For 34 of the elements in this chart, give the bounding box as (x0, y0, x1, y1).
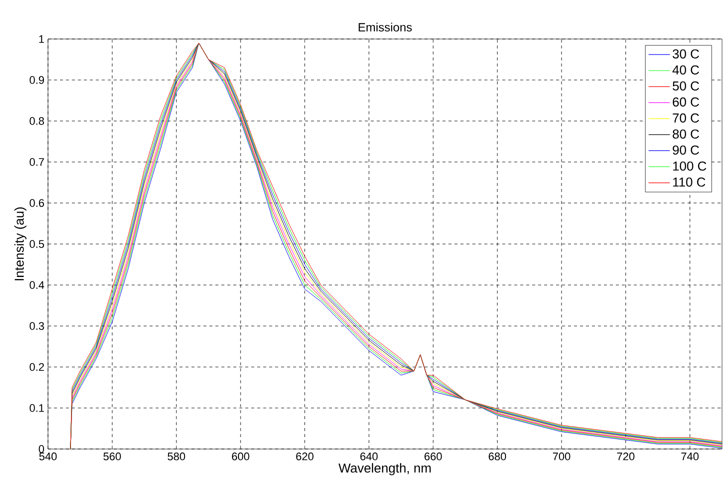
legend-label: 80 C (672, 129, 700, 139)
legend-label: 40 C (672, 65, 700, 75)
x-tick-label: 580 (168, 452, 186, 460)
x-tick-label: 600 (232, 452, 250, 460)
legend-label: 110 C (673, 178, 706, 187)
y-tick-label: 0.6 (30, 199, 44, 207)
x-tick-label: 620 (296, 452, 314, 460)
x-tick-label: 700 (552, 452, 570, 460)
y-axis-title: Intensity (au) (14, 207, 26, 280)
x-tick-label: 680 (488, 452, 506, 460)
y-tick-label: 0.8 (30, 117, 44, 125)
x-axis-title: Wavelength, nm (338, 463, 431, 476)
legend-label: 50 C (672, 81, 700, 91)
legend-label: 90 C (672, 145, 700, 155)
y-tick-label: 0.7 (30, 158, 44, 166)
y-tick-label: 0.2 (30, 363, 44, 371)
x-tick-label: 540 (39, 452, 57, 460)
legend-label: 30 C (672, 49, 700, 58)
y-tick-label: 0.4 (30, 281, 44, 289)
legend-label: 100 C (673, 161, 706, 171)
legend-label: 70 C (672, 113, 700, 123)
y-tick-label: 0 (38, 445, 44, 453)
x-tick-label: 720 (617, 452, 634, 460)
y-tick-label: 0.9 (30, 76, 44, 84)
y-tick-label: 0.5 (30, 240, 44, 248)
x-tick-label: 740 (681, 452, 699, 460)
x-tick-label: 660 (424, 452, 442, 460)
chart-title: Emissions (358, 22, 412, 32)
x-tick-label: 640 (360, 452, 378, 460)
y-tick-label: 0.3 (30, 322, 44, 330)
x-tick-label: 560 (103, 452, 121, 460)
y-tick-label: 1 (39, 35, 44, 43)
legend-label: 60 C (672, 97, 700, 107)
y-tick-label: 0.1 (30, 404, 44, 412)
